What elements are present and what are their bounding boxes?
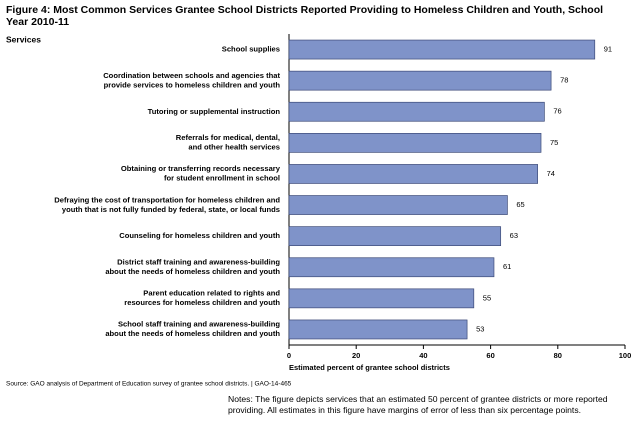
x-tick-label: 0 (287, 351, 291, 360)
y-tick-label: Coordination between schools and agencie… (103, 71, 280, 90)
x-axis-label: Estimated percent of grantee school dist… (289, 363, 450, 372)
bar (288, 319, 468, 340)
y-tick-label-line: Obtaining or transferring records necess… (121, 164, 281, 173)
y-tick-label-line: resources for homeless children and yout… (124, 298, 280, 307)
y-tick-label: Parent education related to rights and re… (124, 289, 280, 308)
notes: Notes: The figure depicts services that … (228, 394, 608, 415)
y-tick-label: Obtaining or transferring records necess… (121, 164, 281, 183)
y-tick-label-line: District staff training and awareness-bu… (117, 258, 280, 267)
y-tick-label: Counseling for homeless children and you… (119, 231, 280, 240)
x-tick-label: 100 (619, 351, 632, 360)
value-label: 74 (547, 169, 555, 178)
value-label: 63 (510, 231, 518, 240)
y-tick-label: Tutoring or supplemental instruction (148, 107, 281, 116)
value-label: 53 (476, 324, 484, 333)
bar (288, 39, 596, 60)
y-tick-label-line: Counseling for homeless children and you… (119, 231, 280, 240)
y-tick-label-line: School supplies (222, 45, 280, 54)
value-label: 75 (550, 138, 558, 147)
y-tick-label-line: School staff training and awareness-buil… (118, 320, 280, 329)
bar (288, 257, 495, 278)
value-label: 61 (503, 262, 511, 271)
bar (288, 133, 542, 153)
value-label: 78 (560, 76, 568, 85)
chart-title: Figure 4: Most Common Services Grantee S… (6, 4, 604, 28)
y-tick-label-line: Parent education related to rights and (143, 289, 280, 298)
x-tick-label: 60 (486, 351, 494, 360)
x-tick-label: 80 (554, 351, 562, 360)
y-tick-label-line: Tutoring or supplemental instruction (148, 107, 281, 116)
y-tick-label: District staff training and awareness-bu… (105, 258, 280, 277)
source: Source: GAO analysis of Department of Ed… (6, 381, 292, 388)
x-tick-label: 20 (352, 351, 360, 360)
y-tick-label-line: Referrals for medical, dental, (176, 133, 280, 142)
bar (288, 288, 475, 309)
bar (288, 164, 538, 184)
y-tick-label-line: provide services to homeless children an… (104, 80, 281, 89)
bar (288, 101, 545, 122)
y-tick-label-line: Coordination between schools and agencie… (103, 71, 280, 80)
y-tick-label: School supplies (222, 45, 280, 54)
y-tick-label: Referrals for medical, dental, and other … (176, 133, 280, 152)
y-tick-label: School staff training and awareness-buil… (105, 320, 280, 339)
y-tick-label-line: Defraying the cost of transportation for… (54, 195, 280, 204)
value-label: 91 (604, 45, 612, 54)
value-label: 76 (553, 107, 561, 116)
y-axis-label: Services (6, 34, 41, 44)
x-tick-label: 40 (419, 351, 427, 360)
value-label: 55 (483, 293, 491, 302)
y-tick-label: Defraying the cost of transportation for… (54, 195, 280, 214)
bar (288, 226, 502, 246)
y-tick-label-line: for student enrollment in school (164, 174, 280, 183)
y-tick-label-line: about the needs of homeless children and… (105, 267, 280, 276)
bar (288, 195, 508, 215)
bar (288, 70, 552, 91)
y-tick-label-line: and other health services (188, 143, 280, 152)
y-tick-label-line: youth that is not fully funded by federa… (62, 205, 280, 214)
y-tick-label-line: about the needs of homeless children and… (105, 329, 280, 338)
value-label: 65 (516, 200, 524, 209)
